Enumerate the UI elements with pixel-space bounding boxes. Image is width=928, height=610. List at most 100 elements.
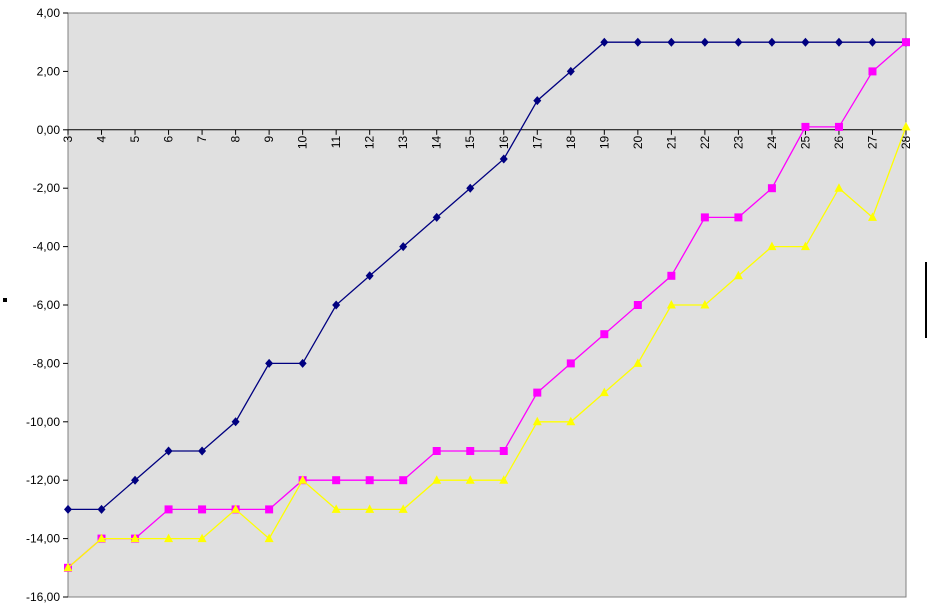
data-point-diamond <box>734 37 743 47</box>
data-point-triangle <box>264 533 274 543</box>
data-point-triangle <box>599 387 609 397</box>
data-point-square <box>801 122 810 131</box>
series-line <box>67 126 907 569</box>
y-tick-label: -6,00 <box>33 298 61 312</box>
x-tick-label: 3 <box>61 135 75 142</box>
data-point-square <box>767 184 776 193</box>
data-point-triangle <box>666 300 676 309</box>
x-tick-label: 8 <box>229 135 243 142</box>
data-point-triangle <box>164 533 174 543</box>
data-point-diamond <box>332 300 341 310</box>
data-point-diamond <box>466 183 475 193</box>
y-tick-label: -10,00 <box>26 415 60 429</box>
x-tick-label: 6 <box>162 135 176 142</box>
y-tick-label: 2,00 <box>37 64 61 78</box>
data-point-diamond <box>868 37 877 47</box>
data-point-square <box>868 67 877 76</box>
data-point-triangle <box>432 475 442 484</box>
y-tick-label: -12,00 <box>26 473 60 487</box>
series-layer <box>63 37 911 572</box>
x-tick-label: 26 <box>832 135 846 149</box>
x-tick-label: 7 <box>195 135 209 142</box>
data-point-square <box>365 476 374 485</box>
data-point-square <box>399 476 408 485</box>
data-point-square <box>734 213 743 222</box>
data-point-square <box>834 122 843 131</box>
data-point-triangle <box>700 300 710 309</box>
x-tick-label: 9 <box>262 135 276 142</box>
x-tick-label: 5 <box>128 135 142 142</box>
data-point-triangle <box>465 475 475 484</box>
data-point-triangle <box>130 533 140 543</box>
y-tick-label: -2,00 <box>33 181 61 195</box>
data-point-diamond <box>801 37 810 47</box>
x-tick-label: 21 <box>664 135 678 149</box>
data-point-triangle <box>767 241 777 251</box>
data-point-square <box>902 38 910 47</box>
y-tick-label: -14,00 <box>26 532 60 546</box>
data-point-diamond <box>164 446 173 456</box>
data-point-diamond <box>265 358 274 368</box>
data-point-square <box>633 301 642 309</box>
data-point-square <box>667 271 676 280</box>
data-point-square <box>499 447 508 455</box>
x-tick-label: 16 <box>497 135 511 149</box>
data-point-triangle <box>298 475 308 484</box>
data-point-square <box>466 447 475 455</box>
data-point-square <box>198 505 207 514</box>
plot-area <box>67 12 907 598</box>
data-point-triangle <box>499 475 509 484</box>
x-tick-label: 15 <box>463 135 477 149</box>
y-tick-label: 0,00 <box>37 123 61 137</box>
x-tick-label: 19 <box>597 135 611 149</box>
x-tick-label: 18 <box>564 135 578 149</box>
data-point-triangle <box>197 533 207 543</box>
data-point-diamond <box>298 358 307 368</box>
x-tick-label: 17 <box>530 135 544 149</box>
x-tick-label: 28 <box>899 135 913 149</box>
data-point-triangle <box>733 270 743 280</box>
x-tick-label: 12 <box>363 135 377 149</box>
data-point-diamond <box>365 271 374 281</box>
data-point-diamond <box>633 37 642 47</box>
data-point-diamond <box>667 37 676 47</box>
data-point-diamond <box>533 96 542 106</box>
data-point-diamond <box>231 417 240 427</box>
x-tick-label: 14 <box>430 135 444 149</box>
data-point-diamond <box>198 446 207 456</box>
data-point-diamond <box>131 475 140 485</box>
y-tick-label: -4,00 <box>33 240 61 254</box>
data-point-triangle <box>63 562 73 572</box>
x-axis: 3 4 5 6 7 8 9 10 11 12 13 14 15 16 17 18 19 20 21 22 23 24 25 2… <box>61 129 913 149</box>
x-tick-label: 10 <box>296 135 310 149</box>
y-tick-label: 4,00 <box>37 6 61 20</box>
x-tick-label: 4 <box>95 135 109 142</box>
x-tick-label: 27 <box>865 135 879 149</box>
data-point-triangle <box>834 183 844 192</box>
series-line <box>67 41 907 569</box>
data-point-square <box>700 213 709 222</box>
data-point-diamond <box>64 504 72 514</box>
data-point-square <box>600 330 609 339</box>
data-point-square <box>533 388 542 397</box>
data-point-square <box>432 447 441 455</box>
small-dot-marker <box>3 298 7 302</box>
x-tick-label: 22 <box>698 135 712 149</box>
data-point-diamond <box>97 504 106 514</box>
data-point-triangle <box>365 504 375 513</box>
x-tick-label: 13 <box>396 135 410 149</box>
data-point-diamond <box>700 37 709 47</box>
data-point-square <box>164 505 173 514</box>
data-point-diamond <box>399 242 408 252</box>
data-point-diamond <box>432 212 441 222</box>
data-point-diamond <box>767 37 776 47</box>
series-line <box>68 41 906 511</box>
data-point-triangle <box>867 212 877 221</box>
data-point-diamond <box>600 37 609 47</box>
data-point-square <box>332 476 341 485</box>
data-point-diamond <box>499 154 508 164</box>
y-axis: 4,00 2,00 0,00 -2,00 -4,00 -6,00 -8,00 -10,00 -1… <box>26 6 68 604</box>
data-point-square <box>265 505 274 514</box>
data-point-triangle <box>901 121 911 131</box>
